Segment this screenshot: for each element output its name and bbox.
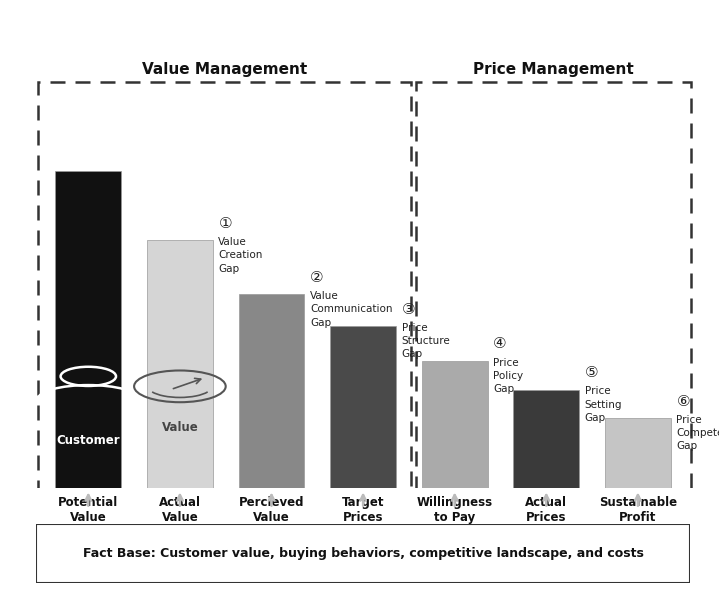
Text: ⑤: ⑤	[585, 365, 598, 380]
Text: Value: Value	[162, 421, 198, 434]
Text: ②: ②	[310, 270, 324, 285]
Bar	[416, 82, 691, 513]
Bar	[38, 82, 411, 513]
Bar	[605, 418, 671, 488]
Text: Price
Competetion
Gap: Price Competetion Gap	[677, 415, 719, 452]
Text: Price Management: Price Management	[473, 62, 634, 77]
Bar	[513, 390, 580, 488]
Bar	[55, 171, 122, 488]
Text: ①: ①	[219, 216, 232, 231]
Text: Fact Base: Customer value, buying behaviors, competitive landscape, and costs: Fact Base: Customer value, buying behavi…	[83, 547, 644, 560]
Text: ⑥: ⑥	[677, 393, 690, 409]
Text: Value Management: Value Management	[142, 62, 307, 77]
Text: Price
Policy
Gap: Price Policy Gap	[493, 358, 523, 394]
Text: Value
Creation
Gap: Value Creation Gap	[219, 237, 262, 274]
Text: Price
Structure
Gap: Price Structure Gap	[402, 323, 450, 359]
Bar	[147, 240, 213, 488]
Text: Value
Communication
Gap: Value Communication Gap	[310, 291, 393, 328]
Text: Customer: Customer	[57, 434, 120, 447]
Bar	[239, 295, 304, 488]
Text: Price
Setting
Gap: Price Setting Gap	[585, 386, 622, 423]
Bar	[330, 326, 396, 488]
Text: ③: ③	[402, 302, 415, 317]
Bar	[422, 361, 487, 488]
Text: ④: ④	[493, 336, 507, 352]
